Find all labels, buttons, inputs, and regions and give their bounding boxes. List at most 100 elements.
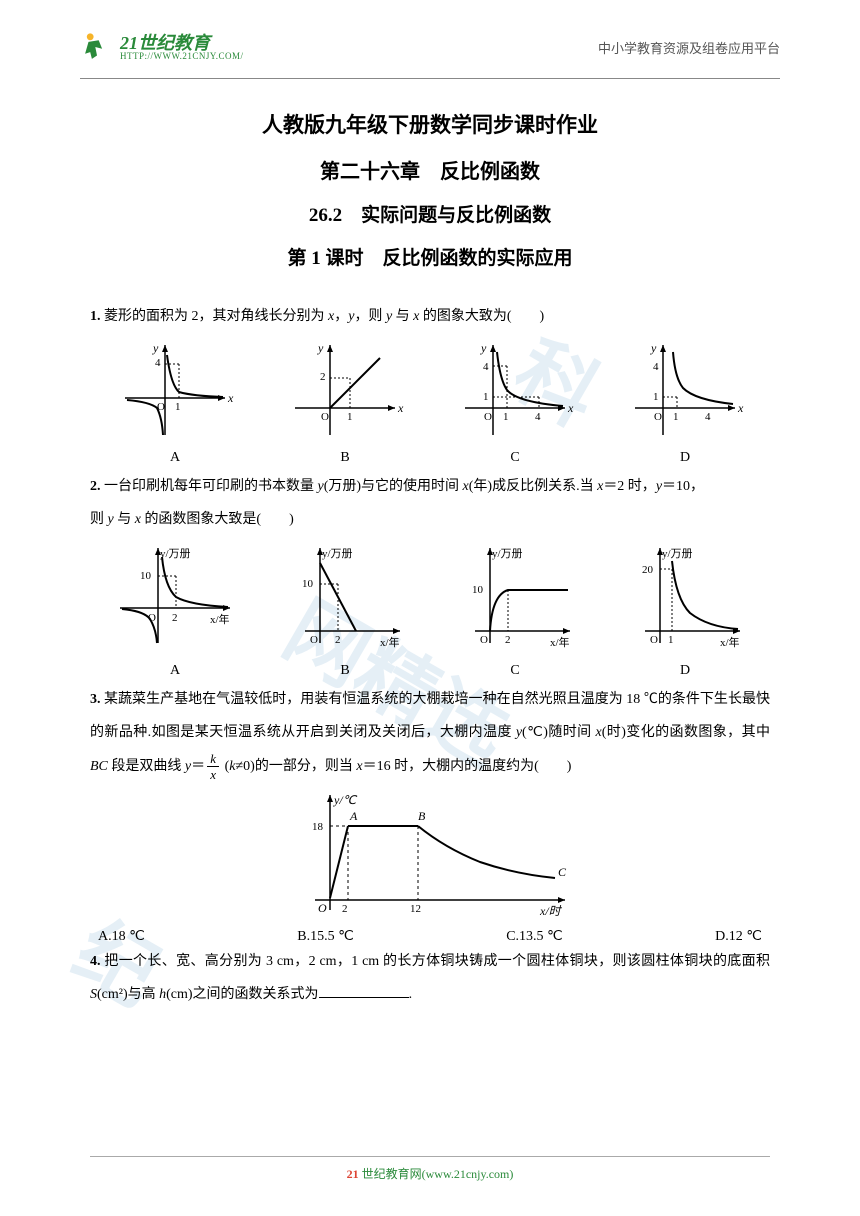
graph-icon: x y O 1 4 4 1 xyxy=(625,340,745,440)
graph-icon: y/℃ x/时 O 2 12 18 A B C xyxy=(280,790,580,920)
graph-icon: y/万册 x/年 O 2 10 xyxy=(280,543,410,653)
title-chapter: 第二十六章 反比例函数 xyxy=(90,155,770,184)
q1-text: 与 xyxy=(392,309,413,324)
svg-text:x/年: x/年 xyxy=(210,612,230,626)
svg-text:12: 12 xyxy=(410,903,421,915)
logo-title: 21世纪教育 xyxy=(120,34,244,52)
svg-text:y: y xyxy=(317,341,324,355)
q2-text: (万册)与它的使用时间 xyxy=(324,479,463,494)
svg-text:2: 2 xyxy=(172,612,178,624)
q1-graph-c: x y O 1 4 4 1 C xyxy=(455,340,575,466)
q3-graph: y/℃ x/时 O 2 12 18 A B C xyxy=(90,790,770,920)
footer-label: 世纪教育网(www.21cnjy.com) xyxy=(359,1167,514,1181)
svg-text:1: 1 xyxy=(668,634,674,646)
q2-text: ＝10， xyxy=(662,479,704,494)
q2-graph-a: y/万册 x/年 O 2 10 A xyxy=(110,543,240,679)
q1-label-d: D xyxy=(680,450,690,466)
svg-text:20: 20 xyxy=(642,564,654,576)
svg-text:4: 4 xyxy=(483,361,489,373)
svg-text:x: x xyxy=(737,401,744,415)
svg-text:4: 4 xyxy=(155,357,161,369)
svg-text:1: 1 xyxy=(175,401,181,413)
q4-text: 把一个长、宽、高分别为 3 cm，2 cm，1 cm 的长方体铜块铸成一个圆柱体… xyxy=(101,954,771,969)
svg-text:x: x xyxy=(567,401,574,415)
q2-graph-d: y/万册 x/年 O 1 20 D xyxy=(620,543,750,679)
svg-text:y/万册: y/万册 xyxy=(662,548,693,560)
svg-text:y/万册: y/万册 xyxy=(492,548,523,560)
q1-label-a: A xyxy=(170,450,180,466)
svg-text:O: O xyxy=(318,901,327,915)
title-block: 人教版九年级下册数学同步课时作业 第二十六章 反比例函数 26.2 实际问题与反… xyxy=(90,109,770,270)
q3-text: (时)变化的函数图象，其中 xyxy=(602,725,770,740)
graph-icon: x y O 1 4 4 1 xyxy=(455,340,575,440)
svg-text:O: O xyxy=(650,634,658,646)
svg-text:O: O xyxy=(654,411,662,423)
svg-text:x/时: x/时 xyxy=(539,904,563,918)
svg-text:O: O xyxy=(480,634,488,646)
q1-label-b: B xyxy=(340,450,349,466)
svg-text:2: 2 xyxy=(335,634,341,646)
svg-text:1: 1 xyxy=(673,411,679,423)
q2-label-b: B xyxy=(340,663,349,679)
svg-text:4: 4 xyxy=(535,411,541,423)
q3-var: BC xyxy=(90,759,108,774)
question-3: 3. 某蔬菜生产基地在气温较低时，用装有恒温系统的大棚栽培一种在自然光照且温度为… xyxy=(90,683,770,784)
q4-var: S xyxy=(90,987,97,1002)
svg-text:1: 1 xyxy=(347,411,353,423)
svg-text:C: C xyxy=(558,865,567,879)
logo-icon xyxy=(80,30,114,64)
page-header: 21世纪教育 HTTP://WWW.21CNJY.COM/ 中小学教育资源及组卷… xyxy=(0,0,860,74)
q2-graphs: y/万册 x/年 O 2 10 A y/万册 x/年 O 2 xyxy=(90,543,770,679)
q2-text: ＝2 时， xyxy=(603,479,656,494)
question-4: 4. 把一个长、宽、高分别为 3 cm，2 cm，1 cm 的长方体铜块铸成一个… xyxy=(90,945,770,1012)
q3-text: (℃)随时间 xyxy=(522,725,595,740)
svg-text:O: O xyxy=(310,634,318,646)
footer-text: 21 世纪教育网(www.21cnjy.com) xyxy=(0,1165,860,1182)
q1-graph-d: x y O 1 4 4 1 D xyxy=(625,340,745,466)
q1-graph-a: x y O 1 4 A xyxy=(115,340,235,466)
fill-blank xyxy=(319,997,409,998)
svg-text:y/万册: y/万册 xyxy=(160,548,191,560)
q1-graphs: x y O 1 4 A x y O 1 2 xyxy=(90,340,770,466)
q4-number: 4. xyxy=(90,954,101,969)
header-subtitle: 中小学教育资源及组卷应用平台 xyxy=(598,38,780,57)
q1-text: ， xyxy=(334,309,348,324)
question-1: 1. 菱形的面积为 2，其对角线长分别为 x，y，则 y 与 x 的图象大致为(… xyxy=(90,300,770,334)
title-main: 人教版九年级下册数学同步课时作业 xyxy=(90,109,770,139)
footer-divider xyxy=(90,1156,770,1157)
svg-text:2: 2 xyxy=(342,903,348,915)
q3-opt-c: C.13.5 ℃ xyxy=(506,928,563,945)
q1-number: 1. xyxy=(90,309,101,324)
q2-text: 的函数图象大致是( ) xyxy=(141,512,294,527)
q2-text: (年)成反比例关系.当 xyxy=(469,479,597,494)
svg-text:y: y xyxy=(152,341,159,355)
q3-opt-a: A.18 ℃ xyxy=(98,928,145,945)
q2-graph-c: y/万册 x/年 O 2 10 C xyxy=(450,543,580,679)
q2-graph-b: y/万册 x/年 O 2 10 B xyxy=(280,543,410,679)
svg-text:2: 2 xyxy=(320,371,326,383)
q3-opt-b: B.15.5 ℃ xyxy=(297,928,354,945)
svg-text:x: x xyxy=(227,391,234,405)
q3-opt-d: D.12 ℃ xyxy=(715,928,762,945)
svg-text:O: O xyxy=(321,411,329,423)
svg-text:O: O xyxy=(484,411,492,423)
q2-label-d: D xyxy=(680,663,690,679)
svg-text:10: 10 xyxy=(302,578,314,590)
graph-icon: y/万册 x/年 O 1 20 xyxy=(620,543,750,653)
footer-accent: 21 xyxy=(347,1167,359,1181)
svg-text:y: y xyxy=(650,341,657,355)
svg-text:1: 1 xyxy=(483,391,489,403)
title-section: 26.2 实际问题与反比例函数 xyxy=(90,200,770,227)
svg-text:x/年: x/年 xyxy=(720,635,740,649)
q1-text: 的图象大致为( ) xyxy=(419,309,544,324)
graph-icon: y/万册 x/年 O 2 10 xyxy=(110,543,240,653)
svg-text:1: 1 xyxy=(503,411,509,423)
svg-text:4: 4 xyxy=(653,361,659,373)
svg-text:A: A xyxy=(349,809,358,823)
svg-text:1: 1 xyxy=(653,391,659,403)
q1-text: 菱形的面积为 2，其对角线长分别为 xyxy=(101,309,329,324)
svg-text:x: x xyxy=(397,401,404,415)
svg-text:y/℃: y/℃ xyxy=(333,793,358,807)
svg-text:4: 4 xyxy=(705,411,711,423)
graph-icon: x y O 1 4 xyxy=(115,340,235,440)
